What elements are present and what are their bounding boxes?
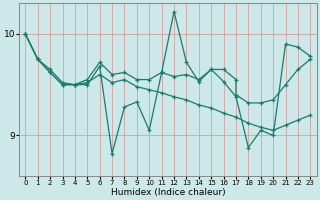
X-axis label: Humidex (Indice chaleur): Humidex (Indice chaleur) [110,188,225,197]
